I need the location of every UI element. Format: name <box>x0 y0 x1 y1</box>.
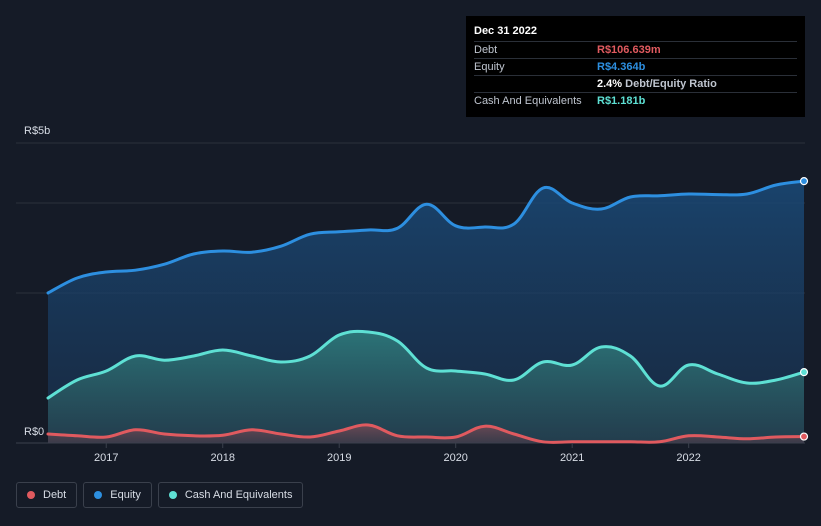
debt-line <box>46 423 806 444</box>
legend-equity-label: Equity <box>110 489 141 501</box>
legend-cash-label: Cash And Equivalents <box>184 489 293 501</box>
debt-area <box>48 424 804 443</box>
legend-debt-label: Debt <box>43 489 67 501</box>
cash-dot-icon <box>168 491 177 499</box>
tooltip-ratio-label: Debt/Equity Ratio <box>625 78 717 90</box>
tooltip-date: Dec 31 2022 <box>474 25 537 37</box>
cash-area <box>48 331 804 443</box>
equity-line <box>46 179 806 295</box>
tooltip-equity-value: R$4.364b <box>597 61 646 73</box>
legend-item-debt[interactable]: Debt <box>16 482 78 508</box>
equity-end-marker <box>799 177 809 186</box>
cash-end-marker <box>799 368 809 377</box>
tooltip-equity-label: Equity <box>474 61 505 73</box>
tooltip-ratio-row: 2.4% Debt/Equity Ratio <box>474 75 797 92</box>
tooltip-debt-label: Debt <box>474 44 498 56</box>
tooltip-panel: Dec 31 2022 Debt R$106.639m Equity R$4.3… <box>466 16 805 117</box>
x-tick-label: 2021 <box>560 452 584 464</box>
equity-dot-icon <box>94 491 103 499</box>
x-tick-label: 2019 <box>327 452 351 464</box>
y-tick-label-bottom: R$0 <box>24 426 44 438</box>
x-tick-label: 2017 <box>94 452 118 464</box>
debt-end-marker <box>799 432 809 441</box>
legend: Debt Equity Cash And Equivalents <box>16 482 304 510</box>
tooltip-ratio: 2.4% Debt/Equity Ratio <box>597 76 717 92</box>
legend-item-equity[interactable]: Equity <box>83 482 152 508</box>
x-tick-label: 2020 <box>443 452 467 464</box>
tooltip-ratio-value: 2.4% <box>597 78 623 90</box>
tooltip-cash-label: Cash And Equivalents <box>474 95 582 107</box>
tooltip-cash-row: Cash And Equivalents R$1.181b <box>474 92 797 109</box>
x-tick-label: 2022 <box>676 452 700 464</box>
x-tick-label: 2018 <box>210 452 234 464</box>
legend-item-cash[interactable]: Cash And Equivalents <box>157 482 304 508</box>
tooltip-debt-row: Debt R$106.639m <box>474 41 797 58</box>
cash-line <box>46 329 806 400</box>
tooltip-cash-value: R$1.181b <box>597 95 646 107</box>
y-tick-label-top: R$5b <box>24 125 50 137</box>
tooltip-debt-value: R$106.639m <box>597 44 661 56</box>
debt-dot-icon <box>27 491 35 499</box>
tooltip-equity-row: Equity R$4.364b <box>474 58 797 75</box>
